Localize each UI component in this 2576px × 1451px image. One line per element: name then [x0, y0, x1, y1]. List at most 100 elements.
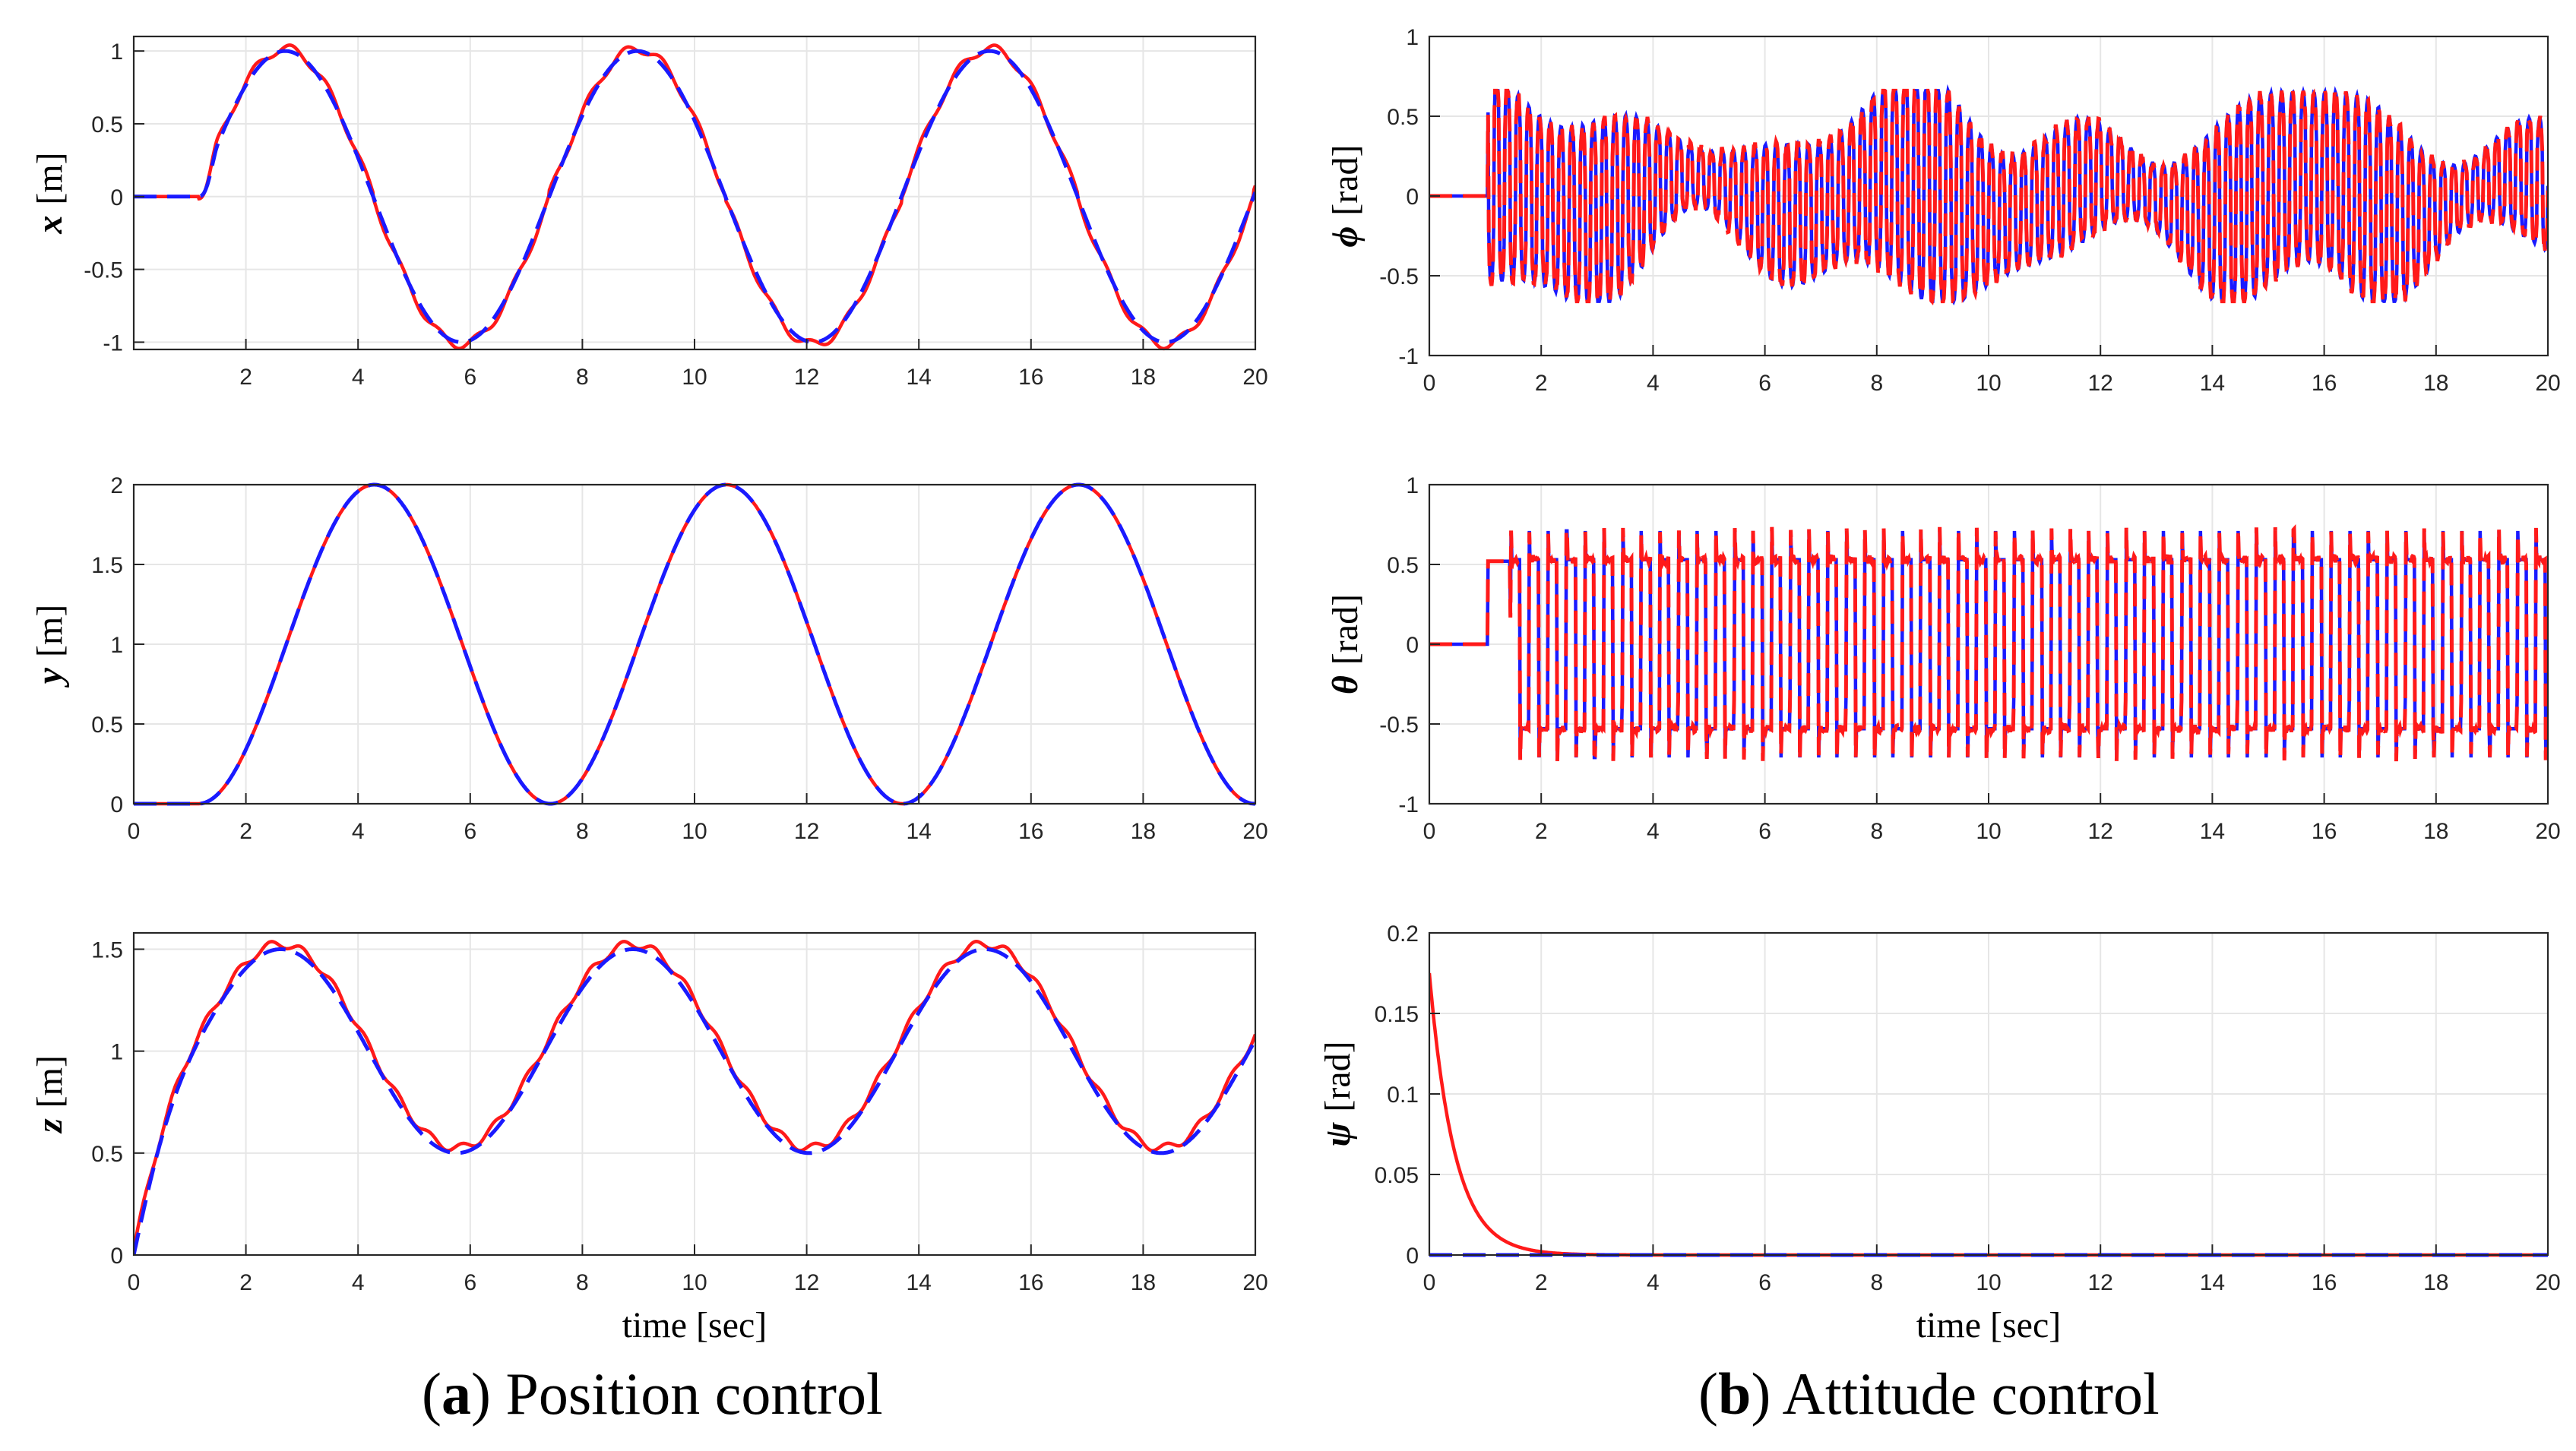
ticks-x: 2 4 6 8 10 12 14 16 18 20 -1 -0.5 0 0.5 1	[84, 40, 1267, 390]
x-tick-label: 18	[2423, 1270, 2448, 1295]
x-tick-label: 2	[239, 1270, 252, 1295]
y-axis-symbol: y	[30, 667, 70, 688]
x-tick-label: 12	[794, 819, 819, 844]
x-tick-label: 0	[1423, 371, 1436, 396]
y-axis-label-theta: θ [rad]	[1325, 594, 1366, 694]
x-tick-label: 16	[2312, 1270, 2337, 1295]
y-axis-unit: [m]	[30, 152, 70, 204]
x-tick-label: 6	[464, 819, 476, 844]
x-tick-label: 2	[239, 819, 252, 844]
x-tick-label: 10	[1976, 819, 2001, 844]
x-axis-label-psi: time [sec]	[1916, 1305, 2062, 1345]
y-axis-unit: [rad]	[1318, 1041, 1358, 1111]
ticks-theta: 0 2 4 6 8 10 12 14 16 18 20 -1 -0.5 0 0.5 1	[1379, 473, 2560, 844]
y-tick-label: 1.5	[91, 937, 123, 963]
x-tick-label: 16	[1018, 365, 1043, 390]
x-tick-label: 16	[1018, 819, 1043, 844]
series-theta-actual	[1429, 523, 2548, 762]
caption-b-letter: b	[1717, 1361, 1752, 1427]
x-tick-label: 10	[682, 819, 707, 844]
x-tick-label: 6	[464, 1270, 476, 1295]
y-axis-symbol: x	[30, 216, 70, 235]
x-tick-label: 2	[1535, 1270, 1548, 1295]
y-tick-label: 0.5	[91, 713, 123, 738]
x-tick-label: 0	[128, 1270, 141, 1295]
x-tick-label: 2	[1535, 371, 1548, 396]
y-tick-label: 1	[1406, 25, 1419, 50]
y-tick-label: 0.2	[1387, 921, 1419, 947]
x-tick-label: 20	[2535, 819, 2560, 844]
x-tick-label: 10	[1976, 371, 2001, 396]
x-tick-label: 6	[1758, 371, 1771, 396]
chart-psi: 0 2 4 6 8 10 12 14 16 18 20 0 0.05 0.1 0.15 0.2 ψ [rad] ti…	[1318, 921, 2561, 1345]
x-tick-label: 8	[576, 365, 589, 390]
x-tick-label: 4	[352, 819, 365, 844]
x-tick-label: 14	[907, 365, 932, 390]
y-tick-label: 2	[110, 473, 123, 498]
x-tick-label: 6	[464, 365, 476, 390]
chart-phi: 0 2 4 6 8 10 12 14 16 18 20 -1 -0.5 0 0.5 1 ϕ [rad]	[1325, 25, 2561, 396]
x-tick-label: 4	[1647, 1270, 1660, 1295]
caption-a-letter: a	[441, 1361, 471, 1427]
y-tick-label: -1	[1398, 792, 1419, 817]
y-tick-label: 0	[110, 1244, 123, 1269]
x-tick-label: 6	[1758, 1270, 1771, 1295]
y-tick-label: 0	[110, 792, 123, 817]
x-tick-label: 8	[1870, 819, 1883, 844]
y-axis-unit: [m]	[30, 605, 70, 657]
y-tick-label: -0.5	[1379, 713, 1419, 738]
x-tick-label: 10	[682, 1270, 707, 1295]
y-tick-label: 0.15	[1375, 1002, 1419, 1027]
x-tick-label: 20	[2535, 1270, 2560, 1295]
y-axis-label-y: y [m]	[30, 605, 70, 688]
x-tick-label: 18	[2423, 371, 2448, 396]
x-tick-label: 14	[2200, 371, 2225, 396]
y-tick-label: 1.5	[91, 553, 123, 578]
y-tick-label: -0.5	[1379, 264, 1419, 289]
caption-a: (a) Position control	[422, 1361, 883, 1427]
y-tick-label: 0	[1406, 185, 1419, 210]
x-tick-label: 10	[682, 365, 707, 390]
x-tick-label: 18	[2423, 819, 2448, 844]
x-tick-label: 20	[1242, 365, 1267, 390]
y-tick-label: 0.5	[91, 112, 123, 138]
x-tick-label: 20	[1242, 1270, 1267, 1295]
y-axis-symbol: ϕ	[1325, 226, 1366, 248]
y-axis-unit: [rad]	[1325, 144, 1366, 215]
chart-x: 2 4 6 8 10 12 14 16 18 20 -1 -0.5 0 0.5 1 x [m]	[30, 35, 1268, 390]
series-x-reference	[134, 49, 1255, 344]
chart-theta: 0 2 4 6 8 10 12 14 16 18 20 -1 -0.5 0 0.5 1 θ [rad]	[1325, 473, 2561, 844]
caption-b-text: Attitude control	[1782, 1361, 2160, 1427]
x-tick-label: 2	[1535, 819, 1548, 844]
x-tick-label: 14	[907, 1270, 932, 1295]
x-tick-label: 4	[352, 1270, 365, 1295]
y-tick-label: 1	[1406, 473, 1419, 498]
x-tick-label: 8	[576, 819, 589, 844]
y-axis-unit: [rad]	[1325, 594, 1366, 665]
x-tick-label: 4	[1647, 371, 1660, 396]
ticks-y: 0 2 4 6 8 10 12 14 16 18 20 0 0.5 1 1.5 2	[91, 473, 1267, 844]
series-z-actual	[134, 940, 1255, 1250]
y-tick-label: 0	[1406, 1244, 1419, 1269]
y-tick-label: 0.5	[1387, 553, 1419, 578]
x-tick-label: 10	[1976, 1270, 2001, 1295]
y-axis-symbol: z	[30, 1118, 70, 1134]
series-y-reference	[134, 482, 1255, 806]
x-tick-label: 12	[2088, 371, 2113, 396]
x-tick-label: 18	[1131, 365, 1156, 390]
x-tick-label: 0	[128, 819, 141, 844]
y-tick-label: 0	[110, 185, 123, 210]
x-tick-label: 4	[352, 365, 365, 390]
ticks-phi: 0 2 4 6 8 10 12 14 16 18 20 -1 -0.5 0 0.5 1	[1379, 25, 2560, 396]
y-axis-unit: [m]	[30, 1055, 70, 1108]
y-tick-label: 1	[110, 40, 123, 65]
y-tick-label: 1	[110, 1040, 123, 1065]
ticks-psi: 0 2 4 6 8 10 12 14 16 18 20 0 0.05 0.1 0.15 0.2	[1375, 921, 2561, 1295]
caption-a-text: Position control	[505, 1361, 883, 1427]
x-tick-label: 8	[1870, 371, 1883, 396]
y-tick-label: 0	[1406, 633, 1419, 658]
x-tick-label: 16	[2312, 819, 2337, 844]
x-tick-label: 0	[1423, 1270, 1436, 1295]
y-tick-label: 0.1	[1387, 1083, 1419, 1108]
